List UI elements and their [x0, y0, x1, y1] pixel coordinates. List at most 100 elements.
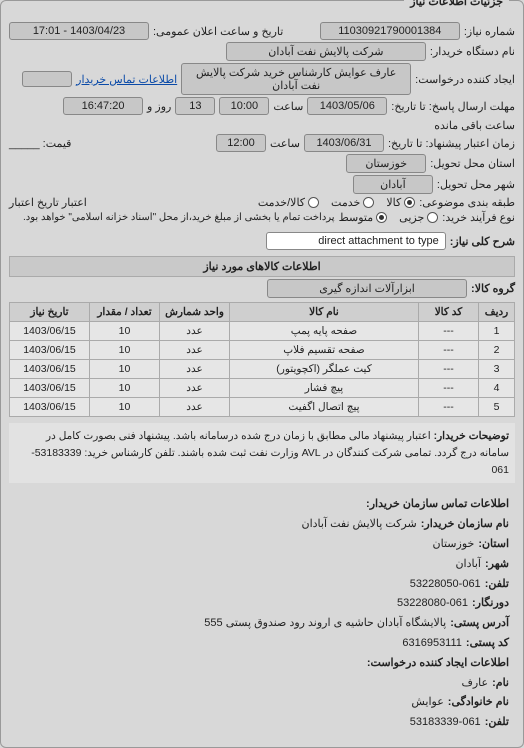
goods-group-label: گروه کالا: — [471, 282, 515, 295]
table-cell: --- — [419, 322, 479, 341]
c-phone-label: تلفن: — [485, 575, 509, 595]
days-left-field: 13 — [175, 97, 215, 115]
detail-panel: جزئیات اطلاعات نیاز شماره نیاز: 11030921… — [0, 0, 524, 748]
radio-dot-icon — [376, 212, 387, 223]
reply-date-field: 1403/05/06 — [307, 97, 387, 115]
radio-dot-icon — [427, 212, 438, 223]
c-city-label: شهر: — [485, 555, 509, 575]
radio-dot-icon — [404, 197, 415, 208]
time-left-field: 16:47:20 — [63, 97, 143, 115]
row-buyer: نام دستگاه خریدار: شرکت پالایش نفت آبادا… — [9, 42, 515, 61]
announce-label: تاریخ و ساعت اعلان عمومی: — [153, 25, 283, 38]
org-value: شرکت پالایش نفت آبادان — [302, 515, 417, 535]
table-row: 5---پیچ اتصال اگفیتعدد101403/06/15 — [10, 398, 515, 417]
announce-field: 1403/04/23 - 17:01 — [9, 22, 149, 40]
radio-minor[interactable]: جزیی — [399, 211, 438, 224]
contact-section-title: اطلاعات تماس سازمان خریدار: — [15, 495, 509, 515]
c-family-label: نام خانوادگی: — [448, 693, 509, 713]
radio-kala[interactable]: کالا — [386, 196, 415, 209]
radio-kala-khadamat[interactable]: کالا/خدمت — [258, 196, 319, 209]
c-name: عارف — [461, 674, 488, 694]
radio-khadamat[interactable]: خدمت — [331, 196, 374, 209]
table-cell: 5 — [479, 398, 515, 417]
c-tel-label: تلفن: — [485, 713, 509, 733]
goods-th: ردیف — [479, 303, 515, 322]
table-cell: 1403/06/15 — [10, 341, 90, 360]
table-cell: --- — [419, 379, 479, 398]
process-radios: جزیی متوسط — [339, 211, 439, 224]
row-province: استان محل تحویل: خوزستان — [9, 154, 515, 173]
buyer-field: شرکت پالایش نفت آبادان — [226, 42, 426, 61]
radio-label: متوسط — [339, 211, 374, 224]
table-cell: 4 — [479, 379, 515, 398]
requester-label: ایجاد کننده درخواست: — [415, 73, 515, 86]
table-cell: عدد — [160, 341, 230, 360]
table-cell: 1403/06/15 — [10, 322, 90, 341]
row-process-type: نوع فرآیند خرید: جزیی متوسط پرداخت تمام … — [9, 211, 515, 224]
buyer-contact-link[interactable]: اطلاعات تماس خریدار — [76, 73, 177, 86]
radio-label: کالا — [386, 196, 401, 209]
delivery-city-label: شهر محل تحویل: — [437, 178, 515, 191]
c-address: پالایشگاه آبادان حاشیه ی اروند رود صندوق… — [204, 614, 446, 634]
validity-time-label: ساعت — [270, 137, 300, 150]
radio-medium[interactable]: متوسط — [339, 211, 388, 224]
table-cell: 10 — [90, 360, 160, 379]
table-cell: عدد — [160, 360, 230, 379]
process-note: پرداخت تمام یا بخشی از مبلغ خرید،از محل … — [23, 212, 335, 223]
time-left-suffix: ساعت باقی مانده — [434, 119, 515, 132]
table-cell: 10 — [90, 398, 160, 417]
c-province: خوزستان — [433, 535, 475, 555]
buyer-note-label: توضیحات خریدار: — [434, 430, 509, 442]
reply-time-field: 10:00 — [219, 97, 269, 115]
table-row: 4---پیچ فشارعدد101403/06/15 — [10, 379, 515, 398]
table-cell: 1 — [479, 322, 515, 341]
subject-type-label: طبقه بندی موضوعی: — [419, 196, 515, 209]
buyer-contact-field — [22, 71, 72, 87]
table-cell: --- — [419, 398, 479, 417]
table-cell: --- — [419, 360, 479, 379]
goods-th: کد کالا — [419, 303, 479, 322]
table-cell: 2 — [479, 341, 515, 360]
delivery-city-field: آبادان — [353, 175, 433, 194]
radio-label: کالا/خدمت — [258, 196, 305, 209]
credit-date-label: اعتبار تاریخ اعتبار — [9, 196, 87, 209]
row-need-desc: شرح کلی نیاز: direct attachment to type — [9, 232, 515, 250]
c-postcode: 6316953111 — [402, 634, 462, 654]
org-label: نام سازمان خریدار: — [421, 515, 509, 535]
need-number-field: 11030921790001384 — [320, 22, 460, 40]
goods-th: تعداد / مقدار — [90, 303, 160, 322]
goods-table-header-row: ردیفکد کالانام کالاواحد شمارشتعداد / مقد… — [10, 303, 515, 322]
row-requester: ایجاد کننده درخواست: عارف عوایش کارشناس … — [9, 63, 515, 95]
c-city: آبادان — [455, 555, 481, 575]
table-cell: --- — [419, 341, 479, 360]
table-cell: 10 — [90, 341, 160, 360]
c-province-label: استان: — [478, 535, 509, 555]
delivery-province-field: خوزستان — [346, 154, 426, 173]
c-fax: 53228080-061 — [397, 594, 468, 614]
goods-section-title: اطلاعات کالاهای مورد نیاز — [9, 256, 515, 277]
reply-time-label: ساعت — [273, 100, 303, 113]
table-cell: عدد — [160, 322, 230, 341]
validity-time-field: 12:00 — [216, 134, 266, 152]
row-reply-deadline: مهلت ارسال پاسخ: تا تاریخ: 1403/05/06 سا… — [9, 97, 515, 132]
goods-table: ردیفکد کالانام کالاواحد شمارشتعداد / مقد… — [9, 302, 515, 417]
radio-label: جزیی — [399, 211, 424, 224]
goods-group-field: ابزارآلات اندازه گیری — [267, 279, 467, 298]
row-validity: زمان اعتبار پیشنهاد: تا تاریخ: 1403/06/3… — [9, 134, 515, 152]
c-fax-label: دورنگار: — [472, 594, 509, 614]
goods-th: واحد شمارش — [160, 303, 230, 322]
contact-block: اطلاعات تماس سازمان خریدار: نام سازمان خ… — [9, 491, 515, 737]
radio-dot-icon — [363, 197, 374, 208]
table-cell: صفحه پایه پمپ — [230, 322, 419, 341]
requester-section-title: اطلاعات ایجاد کننده درخواست: — [15, 654, 509, 674]
validity-label: زمان اعتبار پیشنهاد: تا تاریخ: — [388, 137, 515, 150]
table-row: 2---صفحه تقسیم فلاپعدد101403/06/15 — [10, 341, 515, 360]
table-cell: 10 — [90, 322, 160, 341]
row-need-number: شماره نیاز: 11030921790001384 تاریخ و سا… — [9, 22, 515, 40]
c-postcode-label: کد پستی: — [466, 634, 509, 654]
goods-th: تاریخ نیاز — [10, 303, 90, 322]
table-cell: پیچ فشار — [230, 379, 419, 398]
table-cell: 10 — [90, 379, 160, 398]
delivery-province-label: استان محل تحویل: — [430, 157, 515, 170]
c-family: عوایش — [411, 693, 443, 713]
